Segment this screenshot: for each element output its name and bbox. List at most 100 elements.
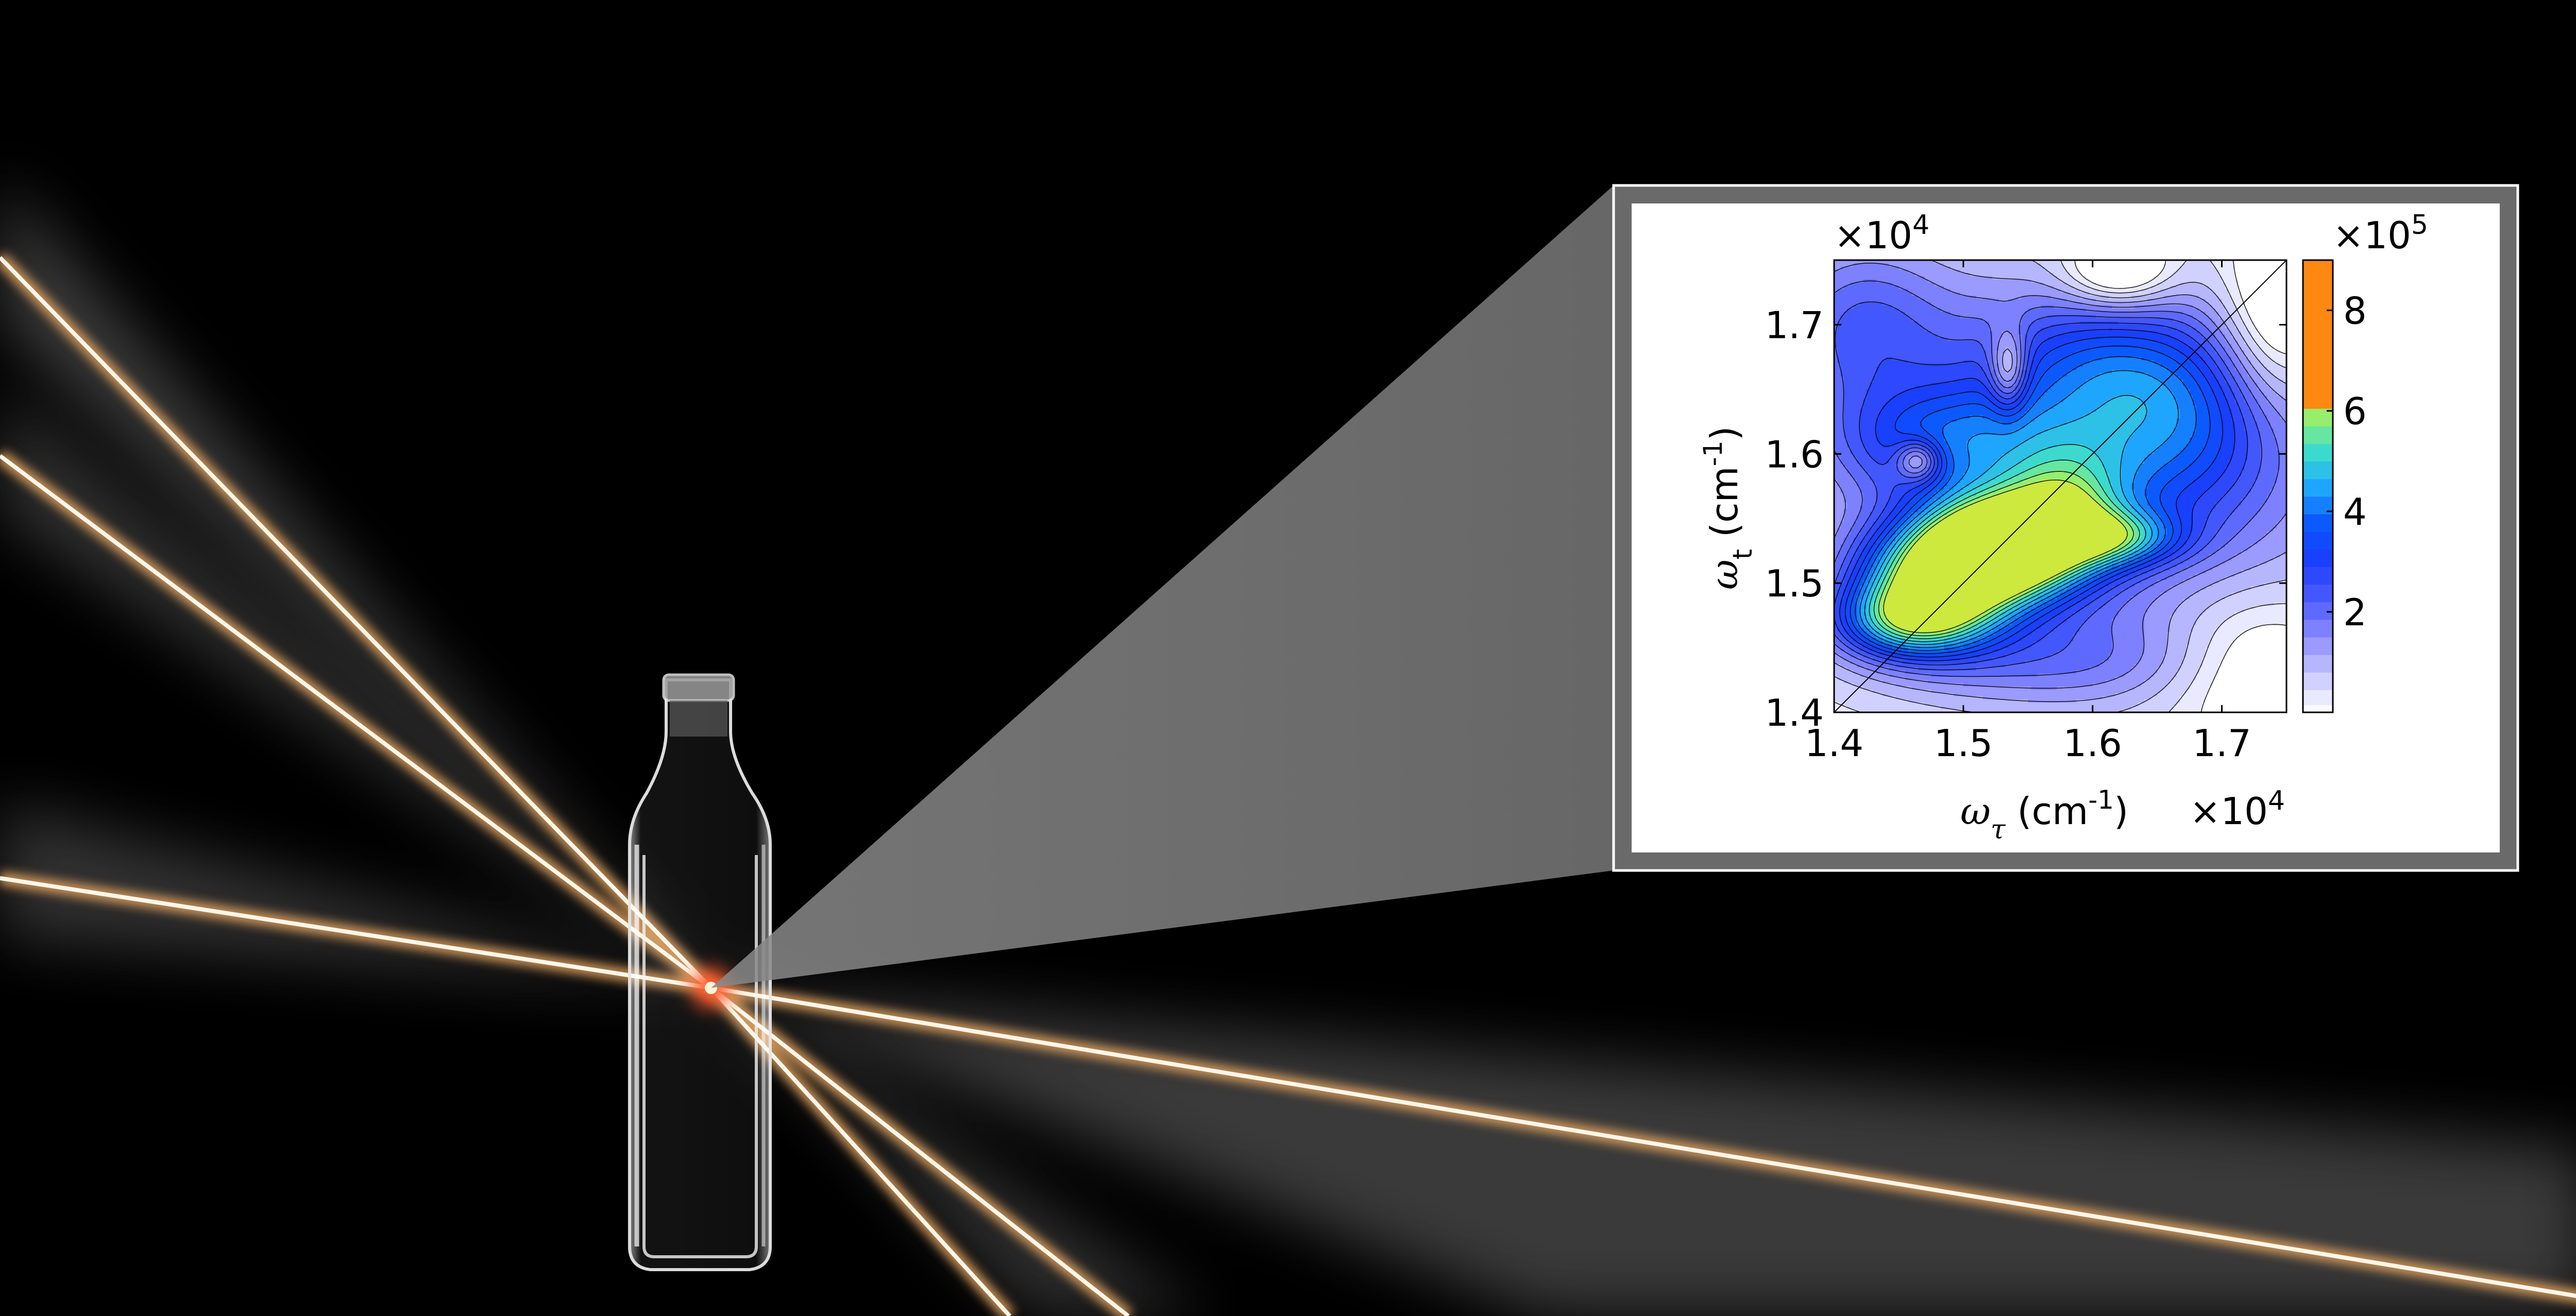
contour-cell [1899,499,1909,503]
contour-cell [2144,644,2167,648]
contour-cell [2082,464,2103,468]
contour-cell [1856,622,1864,626]
contour-cell [2112,619,2145,623]
contour-cell [1883,408,1906,413]
x-axis-label: ωτ (cm-1) [1960,785,2128,845]
contour-cell [1954,457,1971,461]
contour-cell [1899,544,1903,548]
contour-cell [1995,489,2009,493]
contour-cell [1950,473,1964,477]
contour-cell [2011,360,2019,364]
contour-cell [1883,302,1931,306]
contour-cell [1860,415,1880,419]
contour-cell [2270,402,2286,406]
contour-cell [2212,331,2223,335]
contour-cell [1869,586,1877,590]
contour-cell [2089,570,2096,574]
contour-cell [2222,373,2232,377]
contour-cell [1908,699,2029,703]
contour-cell [2202,531,2216,535]
contour-cell [1924,454,1928,458]
contour-cell [2257,473,2277,477]
contour-cell [2031,609,2042,613]
contour-cell [2180,415,2197,419]
contour-cell [1992,337,1999,341]
contour-cell [2112,548,2119,552]
contour-cell [2196,415,2210,419]
contour-cell [2176,473,2203,477]
contour-cell [1895,528,1903,532]
contour-cell [1843,641,1851,645]
contour-cell [2034,376,2042,380]
contour-cell [2228,289,2239,293]
contour-cell [2222,441,2235,445]
contour-cell [2163,508,2177,512]
contour-cell [2034,619,2048,623]
contour-cell [2218,273,2235,277]
contour-cell [1869,592,1874,597]
contour-cell [1982,318,2022,322]
contour-cell [2209,421,2223,425]
contour-cell [2063,602,2074,606]
contour-cell [2202,473,2223,477]
contour-cell [2270,357,2286,361]
contour-cell [2283,515,2286,519]
contour-cell [2215,334,2226,338]
contour-cell [2089,470,2106,474]
contour-cell [2063,266,2077,270]
contour-cell [2021,415,2038,419]
contour-cell [1927,451,1931,455]
contour-cell [1834,619,1841,623]
contour-cell [1950,476,1964,481]
contour-cell [2241,470,2261,474]
contour-cell [2244,525,2277,529]
contour-cell [1976,631,1987,636]
contour-cell [2180,602,2213,606]
contour-cell [1992,357,1996,361]
y-tick-label: 1.7 [1765,303,1824,347]
contour-cell [2154,518,2161,522]
contour-cell [1843,412,1860,416]
contour-cell [1947,457,1954,461]
contour-cell [2021,615,2032,619]
contour-cell [2247,548,2286,552]
contour-cell [2147,541,2155,545]
contour-cell [1856,644,1864,648]
contour-cell [1847,619,1851,623]
contour-cell [2047,408,2096,413]
contour-cell [1992,402,2006,406]
contour-cell [2063,399,2109,403]
diagonal-line [1834,260,2286,712]
contour-cell [2028,360,2032,364]
contour-cell [2150,538,2158,542]
contour-cell [2099,483,2113,487]
contour-cell [2277,447,2286,451]
contour-cell [1834,321,1838,326]
contour-cell [1937,467,1941,471]
contour-cell [1892,567,1900,571]
contour-cell [1843,592,1851,597]
contour-cell [1944,647,1967,652]
contour-cell [1905,408,1941,413]
contour-cell [2131,486,2148,490]
contour-cell [2238,279,2286,283]
contour-cell [1927,431,1945,435]
contour-cell [1850,544,1860,548]
contour-cell [2160,444,2187,448]
contour-cell [2247,492,2271,497]
contour-cell [2176,373,2190,377]
contour-cell [1883,660,1903,664]
contour-cell [2086,619,2113,623]
contour-cell [2209,328,2219,332]
contour-cell [1931,495,1941,500]
contour-cell [1840,460,1857,464]
contour-cell [1883,405,1912,409]
contour-cell [2212,289,2229,293]
contour-cell [1850,635,1857,639]
contour-cell [2021,638,2042,642]
contour-cell [1924,299,1999,303]
contour-cell [2002,353,2012,357]
contour-cell [2011,353,2019,357]
contour-cell [1876,670,1906,674]
contour-cell [2125,444,2161,448]
